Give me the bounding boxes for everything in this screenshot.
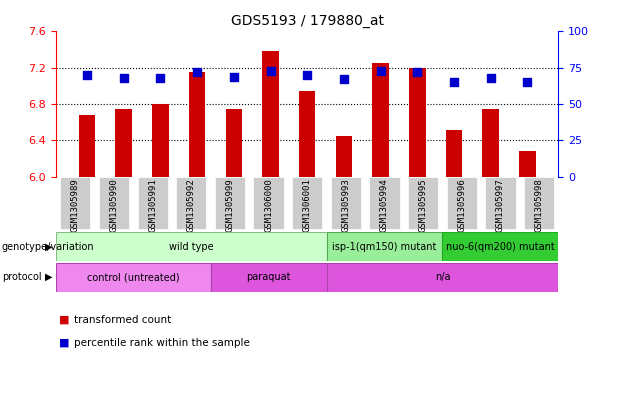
Text: GSM1305992: GSM1305992 — [187, 178, 196, 232]
FancyBboxPatch shape — [60, 177, 90, 230]
Bar — [336, 136, 352, 177]
FancyBboxPatch shape — [524, 177, 554, 230]
Text: GSM1305990: GSM1305990 — [109, 178, 118, 232]
Bar — [372, 63, 389, 177]
Bar — [519, 151, 536, 177]
Bar — [189, 72, 205, 177]
Text: genotype/variation: genotype/variation — [2, 242, 95, 252]
Text: GSM1305996: GSM1305996 — [457, 178, 466, 232]
Point — [522, 79, 532, 86]
Point — [265, 68, 275, 74]
Point — [412, 69, 422, 75]
Bar — [211, 263, 326, 292]
Text: GSM1306001: GSM1306001 — [303, 178, 312, 232]
Text: ■: ■ — [59, 338, 70, 348]
Text: GSM1305999: GSM1305999 — [225, 178, 235, 232]
Point — [449, 79, 459, 86]
Point — [119, 75, 129, 81]
Bar — [152, 104, 169, 177]
Bar — [443, 232, 558, 261]
Point — [155, 75, 165, 81]
Text: GSM1306000: GSM1306000 — [264, 178, 273, 232]
FancyBboxPatch shape — [408, 177, 438, 230]
Bar — [409, 68, 425, 177]
Text: GSM1305995: GSM1305995 — [418, 178, 427, 232]
Point — [192, 69, 202, 75]
Point — [302, 72, 312, 78]
Bar — [299, 90, 315, 177]
Point — [339, 76, 349, 83]
Text: isp-1(qm150) mutant: isp-1(qm150) mutant — [332, 242, 437, 252]
FancyBboxPatch shape — [176, 177, 206, 230]
Bar — [226, 109, 242, 177]
FancyBboxPatch shape — [254, 177, 284, 230]
FancyBboxPatch shape — [99, 177, 129, 230]
Text: GSM1305989: GSM1305989 — [71, 178, 80, 232]
Text: GSM1305994: GSM1305994 — [380, 178, 389, 232]
Point — [82, 72, 92, 78]
Bar — [56, 232, 326, 261]
Point — [229, 73, 239, 80]
Bar — [482, 109, 499, 177]
Text: percentile rank within the sample: percentile rank within the sample — [74, 338, 250, 348]
Text: control (untreated): control (untreated) — [87, 272, 179, 282]
Bar — [326, 232, 443, 261]
Text: GSM1305993: GSM1305993 — [342, 178, 350, 232]
Bar — [446, 130, 462, 177]
Bar — [262, 51, 279, 177]
Text: GSM1305997: GSM1305997 — [496, 178, 505, 232]
Text: ▶: ▶ — [45, 242, 53, 252]
Point — [485, 75, 495, 81]
FancyBboxPatch shape — [446, 177, 477, 230]
Text: transformed count: transformed count — [74, 314, 171, 325]
Bar — [326, 263, 558, 292]
Text: ▶: ▶ — [45, 272, 53, 282]
Text: GSM1305998: GSM1305998 — [535, 178, 544, 232]
Text: nuo-6(qm200) mutant: nuo-6(qm200) mutant — [446, 242, 555, 252]
Bar — [56, 263, 211, 292]
FancyBboxPatch shape — [331, 177, 361, 230]
Point — [375, 68, 385, 74]
Text: protocol: protocol — [2, 272, 41, 282]
Text: ■: ■ — [59, 314, 70, 325]
Text: GSM1305991: GSM1305991 — [148, 178, 157, 232]
FancyBboxPatch shape — [292, 177, 322, 230]
Text: paraquat: paraquat — [246, 272, 291, 282]
FancyBboxPatch shape — [137, 177, 168, 230]
Text: wild type: wild type — [169, 242, 214, 252]
FancyBboxPatch shape — [215, 177, 245, 230]
Bar — [116, 109, 132, 177]
Bar — [79, 115, 95, 177]
Text: n/a: n/a — [435, 272, 450, 282]
FancyBboxPatch shape — [485, 177, 516, 230]
Text: GDS5193 / 179880_at: GDS5193 / 179880_at — [231, 14, 384, 28]
FancyBboxPatch shape — [370, 177, 399, 230]
